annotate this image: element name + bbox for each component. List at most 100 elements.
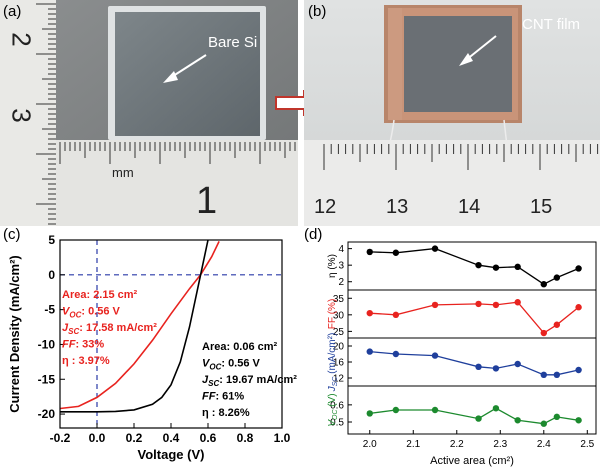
subplot-3-point (392, 406, 400, 414)
ruler-number-3: 3 (6, 108, 37, 123)
subplot-1-y-tick-label: 35 (333, 294, 345, 305)
subplot-2-frame (347, 337, 597, 387)
subplot-2-y-tick-label: 12 (333, 374, 345, 385)
subplot-1-y-tick-label: 30 (333, 310, 345, 321)
jv-x-tick-label: 1.0 (274, 431, 291, 445)
subplot-1-point (575, 304, 582, 311)
jv-x-tick-label: -0.2 (50, 431, 71, 445)
jv-x-tick-label: 0.8 (237, 431, 254, 445)
black-annotation-2: JSC: 19.67 mA/cm² (202, 374, 297, 388)
subplot-2-point (475, 363, 482, 370)
subplot-0-point (475, 261, 482, 269)
subplot-3-point (514, 417, 521, 424)
subplot-2-y-axis-title: JSC (mA/cm²) (327, 333, 339, 393)
ruler-number-13: 13 (386, 196, 409, 218)
subplot-2-y-tick-label: 20 (333, 342, 345, 353)
ruler-number-1: 1 (196, 180, 218, 222)
subplot-0-y-tick-label: 2 (338, 277, 344, 288)
subplot-0-point (492, 264, 500, 271)
jv-x-tick-label: 0.0 (89, 431, 106, 445)
area-x-tick-label: 2.4 (537, 439, 551, 450)
jv-y-tick-label: 5 (48, 233, 55, 247)
area-x-tick-label: 2.5 (580, 439, 594, 450)
subplot-1-point (475, 300, 482, 308)
panel-a-label: (a) (3, 3, 22, 20)
panel-a-vertical-ruler-ticks (36, 3, 56, 225)
panel-a-photo: (a) Bare Si 2 3 mm 1 (0, 0, 298, 226)
subplot-3-line (369, 407, 579, 425)
cnt-film-label: CNT film (522, 16, 581, 33)
ruler-number-12: 12 (314, 196, 337, 218)
ruler-number-2: 2 (6, 32, 37, 47)
subplot-2-point (392, 350, 400, 358)
area-x-tick-label: 2.2 (450, 439, 464, 450)
black-annotation-0: Area: 0.06 cm² (202, 341, 278, 353)
subplot-3-point (553, 413, 561, 421)
subplot-3-point (475, 415, 482, 422)
subplot-2-line (369, 350, 579, 376)
subplot-1-point (514, 299, 521, 306)
red-annotation-2: JSC: 17.58 mA/cm² (62, 322, 157, 336)
subplot-2-point (553, 371, 561, 378)
subplot-2-point (575, 366, 582, 374)
subplot-3-y-tick-label: 0.6 (330, 400, 344, 411)
jv-y-tick-label: -15 (38, 372, 56, 386)
subplot-0-y-axis-title: η (%) (327, 254, 338, 278)
subplot-0-point (575, 265, 582, 272)
panel-b-label: (b) (308, 3, 327, 20)
subplot-3-point (431, 406, 439, 414)
jv-y-tick-label: -20 (38, 407, 56, 421)
panel-b-photo: (b) CNT film 12 13 14 15 (304, 0, 600, 226)
subplot-0-point (392, 249, 400, 256)
subplot-2-point (514, 360, 521, 368)
panel-a-image (0, 0, 298, 226)
jv-curve-large-area (60, 241, 220, 410)
cnt-film (404, 16, 512, 112)
black-annotation-4: η : 8.26% (202, 407, 250, 419)
bare-si-label: Bare Si (208, 34, 258, 51)
ruler-number-14: 14 (458, 196, 481, 218)
area-x-tick-label: 2.3 (493, 439, 507, 450)
subplot-1-point (366, 309, 373, 317)
subplot-3-y-axis-title: VOC (V) (327, 393, 339, 426)
subplot-1-point (392, 311, 400, 319)
jv-y-tick-label: -10 (38, 337, 56, 351)
subplot-3-frame (347, 385, 597, 435)
red-annotation-1: VOC: 0.56 V (62, 306, 121, 320)
jv-x-tick-label: 0.4 (163, 431, 180, 445)
subplot-0-frame (347, 241, 597, 291)
subplot-3-y-tick-label: 0.5 (330, 418, 344, 429)
jv-chart: -0.2 0.0 0.2 0.4 0.6 0.8 1.0 5 0 -5 -10 -15 -20 Volta… (7, 233, 297, 462)
subplot-1-line (369, 301, 580, 334)
subplot-0-point (553, 274, 561, 281)
subplot-1-point (553, 321, 561, 328)
red-annotation-4: η : 3.97% (62, 355, 110, 367)
subplot-3-point (540, 420, 547, 427)
jv-y-tick-label: -5 (44, 303, 55, 317)
subplot-1-point (492, 301, 500, 309)
ruler-number-15: 15 (530, 196, 553, 218)
subplot-1-point (431, 301, 439, 309)
black-annotation-1: VOC: 0.56 V (202, 358, 261, 372)
jv-x-axis-title: Voltage (V) (138, 447, 205, 462)
jv-y-tick-label: 0 (48, 268, 55, 282)
subplot-2-point (540, 371, 547, 378)
subplot-3-point (366, 410, 373, 417)
subplot-0-y-tick-label: 3 (338, 261, 344, 272)
jv-x-tick-label: 0.2 (126, 431, 143, 445)
subplot-0-y-tick-label: 4 (338, 244, 344, 255)
subplot-0-point (540, 281, 547, 288)
jv-curve-small-area (60, 240, 209, 413)
jv-y-axis-title: Current Density (mA/cm²) (7, 255, 22, 412)
subplot-0-point (514, 263, 521, 271)
subplot-1-y-axis-title: FF (%) (327, 299, 338, 330)
subplot-0-point (366, 248, 373, 256)
black-annotation-3: FF: 61% (202, 391, 244, 403)
area-x-tick-label: 2.1 (406, 439, 420, 450)
area-x-axis-title: Active area (cm²) (430, 455, 514, 467)
subplot-1-point (540, 329, 547, 337)
subplot-2-point (366, 348, 373, 355)
subplot-3-point (492, 405, 500, 412)
subplot-0-point (431, 245, 439, 252)
